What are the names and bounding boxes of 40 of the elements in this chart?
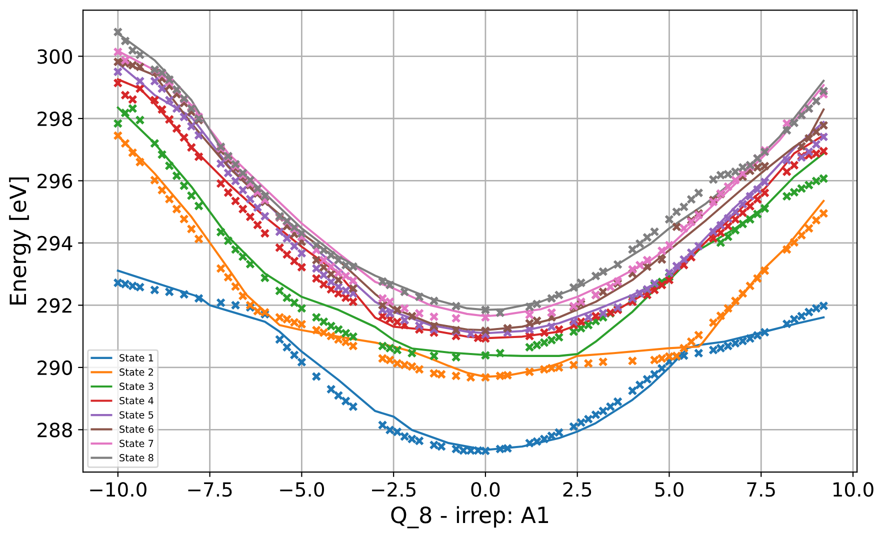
y-tick-label: 294 [38,236,72,251]
point [811,127,822,137]
x-tick-label: −7.5 [188,482,232,497]
y-tick-label: 288 [38,422,72,438]
legend-label: State 5 [120,411,154,419]
legend-label: State 3 [120,382,154,390]
y-tick-label: 298 [38,111,72,126]
x-tick-label: 2.5 [563,482,592,497]
y-axis-title: Energy [eV] [9,177,31,304]
point [672,222,682,232]
legend-label: State 1 [120,354,154,362]
point [818,120,828,130]
x-tick-label: 5.0 [655,482,684,497]
legend-label: State 6 [120,425,154,433]
legend-label: State 7 [120,440,154,448]
point [429,321,439,331]
x-axis-title: Q_8 - irrep: A1 [391,506,548,528]
point [326,269,336,279]
y-tick-label: 292 [38,298,72,313]
point [804,134,814,144]
legend-label: State 2 [120,368,154,376]
y-tick-label: 290 [38,360,72,376]
x-tick-label: −2.5 [372,482,416,497]
point [796,141,806,151]
x-tick-label: 7.5 [747,482,775,497]
y-tick-label: 300 [38,49,72,64]
point [657,254,667,264]
point [407,311,417,321]
x-tick-label: −10.0 [90,482,146,497]
legend-label: State 4 [120,396,154,404]
point [502,323,512,334]
y-tick-label: 296 [38,174,72,188]
x-tick-label: −5.0 [280,482,324,497]
point [480,326,490,336]
legend-label: State 8 [120,454,154,462]
point [312,255,322,265]
point [392,305,402,315]
point [348,284,358,294]
x-tick-label: 10.0 [833,482,874,497]
x-tick-label: 0.0 [471,482,500,497]
